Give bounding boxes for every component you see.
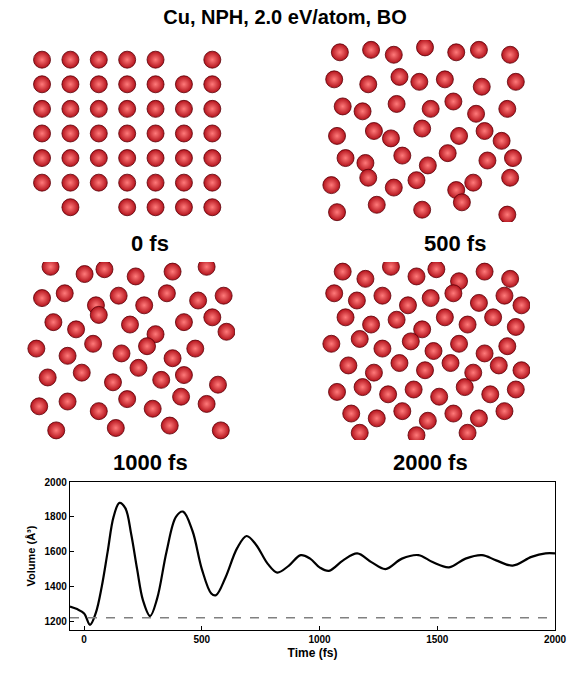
svg-text:1800: 1800 bbox=[45, 511, 68, 522]
svg-text:Volume (Å³): Volume (Å³) bbox=[25, 525, 37, 586]
svg-text:0: 0 bbox=[81, 634, 87, 645]
svg-text:1000: 1000 bbox=[308, 634, 331, 645]
svg-text:1400: 1400 bbox=[45, 581, 68, 592]
svg-text:500: 500 bbox=[193, 634, 210, 645]
svg-text:1200: 1200 bbox=[45, 616, 68, 627]
svg-text:500 fs: 500 fs bbox=[424, 231, 486, 256]
svg-text:1500: 1500 bbox=[426, 634, 449, 645]
svg-text:Cu, NPH, 2.0 eV/atom, BO: Cu, NPH, 2.0 eV/atom, BO bbox=[163, 6, 406, 28]
svg-text:2000: 2000 bbox=[544, 634, 567, 645]
svg-text:2000 fs: 2000 fs bbox=[393, 450, 468, 475]
svg-text:Time (fs): Time (fs) bbox=[288, 646, 338, 660]
svg-text:1000 fs: 1000 fs bbox=[113, 450, 188, 475]
svg-text:1600: 1600 bbox=[45, 546, 68, 557]
svg-text:0 fs: 0 fs bbox=[131, 231, 169, 256]
svg-text:2000: 2000 bbox=[45, 477, 68, 488]
